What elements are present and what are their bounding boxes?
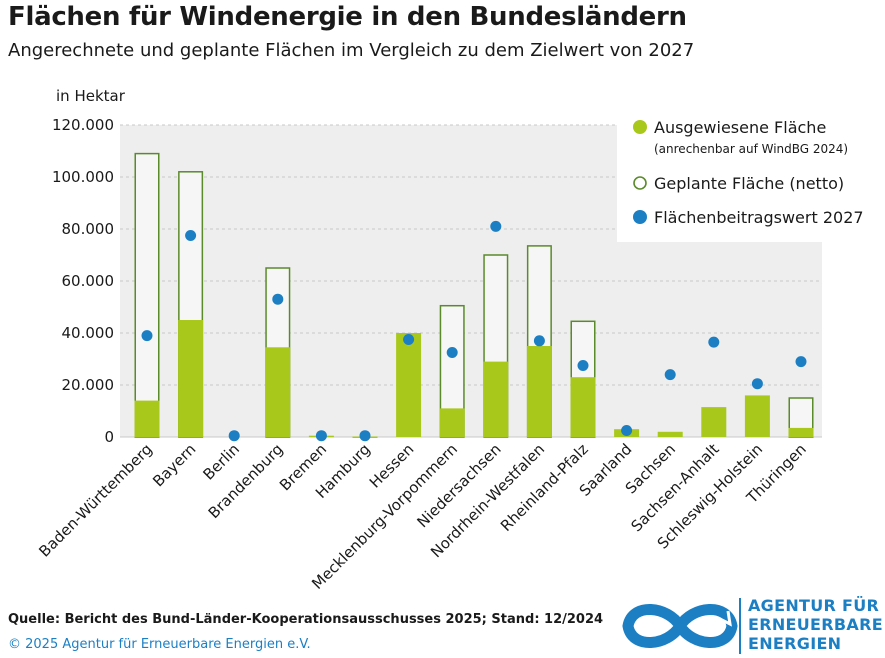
y-tick-label: 20.000 [62, 376, 115, 394]
bar-ausgewiesen [744, 395, 770, 437]
dot-flaechenbeitragswert [795, 356, 807, 368]
dot-flaechenbeitragswert [533, 335, 545, 347]
bar-ausgewiesen [439, 408, 465, 437]
dot-flaechenbeitragswert [359, 430, 371, 442]
dot-flaechenbeitragswert [751, 378, 763, 390]
dot-layer [141, 220, 807, 442]
y-tick-label: 80.000 [62, 220, 115, 238]
bar-ausgewiesen [483, 361, 509, 437]
bar-ausgewiesen [396, 333, 422, 437]
legend-label-beitrag: Flächenbeitragswert 2027 [654, 208, 864, 227]
y-tick-label: 0 [104, 428, 114, 446]
bar-ausgewiesen [265, 347, 291, 437]
logo-bar [739, 598, 741, 654]
dot-flaechenbeitragswert [708, 336, 720, 348]
logo-line-2: ERNEUERBARE [748, 615, 883, 634]
dot-flaechenbeitragswert [185, 230, 197, 241]
chart-subtitle: Angerechnete und geplante Flächen im Ver… [8, 40, 695, 61]
bar-ausgewiesen [788, 427, 814, 437]
y-tick-label: 60.000 [62, 272, 115, 290]
dot-flaechenbeitragswert [664, 369, 676, 381]
bar-ausgewiesen [178, 320, 204, 437]
dot-flaechenbeitragswert [141, 330, 153, 342]
bar-geplant [134, 152, 160, 438]
bar-ausgewiesen [134, 400, 160, 437]
legend-marker-ausgewiesen [633, 120, 647, 134]
dot-flaechenbeitragswert [577, 360, 589, 371]
y-axis-unit-label: in Hektar [56, 87, 126, 105]
legend-label-geplant: Geplante Fläche (netto) [654, 174, 844, 193]
legend-marker-beitrag [633, 210, 647, 224]
source-note: Quelle: Bericht des Bund-Länder-Kooperat… [8, 612, 604, 627]
y-tick-label: 120.000 [52, 116, 114, 134]
legend-background [617, 110, 882, 242]
dot-flaechenbeitragswert [621, 425, 633, 436]
legend-marker-geplant [633, 176, 647, 190]
x-category-label: Baden-Württemberg [35, 440, 155, 560]
dot-flaechenbeitragswert [315, 430, 327, 442]
chart-title: Flächen für Windenergie in den Bundeslän… [8, 2, 687, 32]
bar-chart: 020.00040.00060.00080.000100.000120.000 … [35, 87, 882, 593]
dot-flaechenbeitragswert [403, 334, 415, 345]
y-tick-label: 100.000 [52, 168, 114, 186]
infinity-logo-icon [622, 604, 738, 648]
bar-layer [134, 152, 814, 438]
x-category-label: Bayern [149, 440, 199, 490]
y-axis-ticks: 0 20.000 40.000 60.000 80.000 100.000 120.000 [52, 116, 114, 446]
logo-line-1: AGENTUR FÜR [748, 596, 880, 615]
dot-flaechenbeitragswert [446, 347, 458, 358]
legend: Ausgewiesene Fläche (anrechenbar auf Win… [617, 110, 882, 242]
legend-note-ausgewiesen: (anrechenbar auf WindBG 2024) [654, 142, 848, 156]
logo-line-3: ENERGIEN [748, 634, 842, 653]
legend-label-ausgewiesen: Ausgewiesene Fläche [654, 118, 826, 137]
bar-ausgewiesen [701, 407, 727, 437]
bar-ausgewiesen [570, 377, 596, 437]
y-tick-label: 40.000 [62, 324, 115, 342]
dot-flaechenbeitragswert [272, 293, 284, 305]
dot-flaechenbeitragswert [228, 430, 240, 442]
bar-ausgewiesen [526, 346, 552, 437]
dot-flaechenbeitragswert [490, 220, 502, 232]
aee-logo[interactable]: AGENTUR FÜR ERNEUERBARE ENERGIEN [618, 596, 883, 656]
copyright-note: © 2025 Agentur für Erneuerbare Energien … [8, 637, 311, 652]
bar-ausgewiesen [657, 431, 683, 437]
